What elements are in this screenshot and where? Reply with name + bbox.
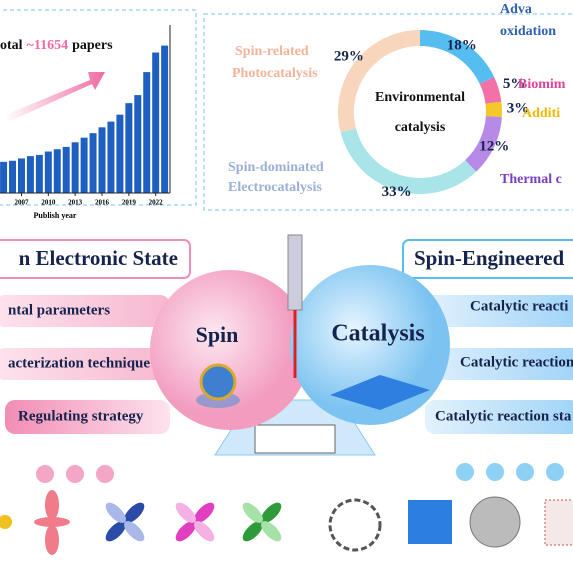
category-label: Adva oxidation (500, 2, 556, 39)
category-line: Adva (500, 2, 532, 17)
category-line: Spin-dominated (228, 160, 324, 175)
value-label: 33% (382, 184, 412, 200)
bar (44, 151, 52, 193)
pill (425, 400, 573, 434)
value-label: 29% (334, 48, 364, 64)
banner (402, 239, 573, 279)
bar (98, 127, 106, 193)
bar (116, 114, 124, 193)
pill (420, 295, 573, 327)
orbital (175, 502, 215, 542)
category-label: Spin-related Photocatalysis (232, 44, 318, 81)
pill (415, 348, 573, 380)
donut-slice (420, 30, 495, 84)
title-part: otal (0, 38, 23, 53)
spin-circle (150, 270, 310, 430)
x-tick-label: 2019 (122, 199, 137, 207)
periodic-table (254, 424, 336, 454)
donut-slice (340, 128, 477, 194)
pill (0, 295, 170, 327)
orbital (242, 502, 282, 542)
graphene (328, 498, 382, 552)
title: otal ~11654 papers (0, 38, 113, 53)
trend-arrow (5, 72, 105, 122)
item: Catalytic reaction sta (435, 408, 572, 424)
category-line: Photocatalysis (232, 66, 318, 81)
orbital (0, 515, 12, 529)
item: Regulating strategy (18, 408, 144, 424)
category-label: Biomim (518, 77, 566, 92)
x-tick-label: 2010 (41, 199, 56, 207)
donut-slice (338, 30, 420, 133)
bar (125, 103, 133, 193)
category-line: Spin-related (235, 44, 309, 59)
donut-slice (485, 101, 503, 118)
value-label: 12% (479, 138, 509, 154)
bar (143, 72, 151, 193)
x-tick-label: 2007 (14, 199, 29, 207)
category-label: Spin-dominated Electrocatalysis (228, 160, 324, 195)
banner (0, 239, 191, 279)
value-label: 18% (447, 38, 477, 54)
bar (107, 121, 115, 193)
pill (5, 400, 170, 434)
panel-box (203, 13, 573, 211)
title-part: papers (72, 38, 113, 53)
bar (152, 52, 160, 193)
x-tick-label: 2016 (95, 199, 110, 207)
catalysis-label: Catalysis (331, 321, 424, 347)
pill (0, 348, 170, 380)
banner-text: n Electronic State (19, 246, 178, 270)
spin-label: Spin (196, 322, 239, 347)
bar (89, 133, 97, 193)
bar (26, 156, 34, 193)
donut-slice (465, 116, 502, 172)
x-tick-label: 2022 (149, 199, 164, 207)
orbital (34, 490, 70, 555)
category-line: oxidation (500, 24, 556, 39)
bar (17, 158, 25, 193)
slab (330, 375, 430, 410)
bar (71, 142, 79, 193)
bar (161, 45, 169, 193)
panel-box (0, 9, 197, 206)
center-label: catalysis (395, 120, 446, 135)
banner-text: Spin-Engineered (414, 246, 564, 270)
item: Catalytic reacti (470, 298, 568, 314)
bar (9, 160, 17, 193)
item: Catalytic reaction (460, 354, 573, 370)
item: acterization technique (8, 355, 150, 371)
orbital (105, 502, 145, 542)
laser (287, 234, 303, 311)
title-part: ~11654 (27, 38, 69, 53)
bar (80, 137, 88, 193)
sphere (469, 496, 521, 548)
bar (53, 149, 61, 193)
value-label: 5% (503, 76, 526, 92)
donut-slice (479, 77, 502, 104)
item: ntal parameters (8, 302, 110, 318)
bar (0, 161, 8, 193)
category-line: Electrocatalysis (228, 180, 322, 195)
framework (544, 499, 573, 546)
bar (62, 146, 70, 193)
value-label: 3% (507, 100, 530, 116)
center-label: Environmental (375, 90, 465, 105)
category-label: Additi (522, 106, 560, 121)
category-label: Thermal c (500, 172, 562, 187)
atom (199, 363, 237, 401)
cube (408, 500, 452, 544)
x-tick-label: 2013 (68, 199, 83, 207)
bar (134, 95, 142, 193)
x-axis-label: Publish year (34, 211, 77, 220)
bar (35, 154, 43, 193)
